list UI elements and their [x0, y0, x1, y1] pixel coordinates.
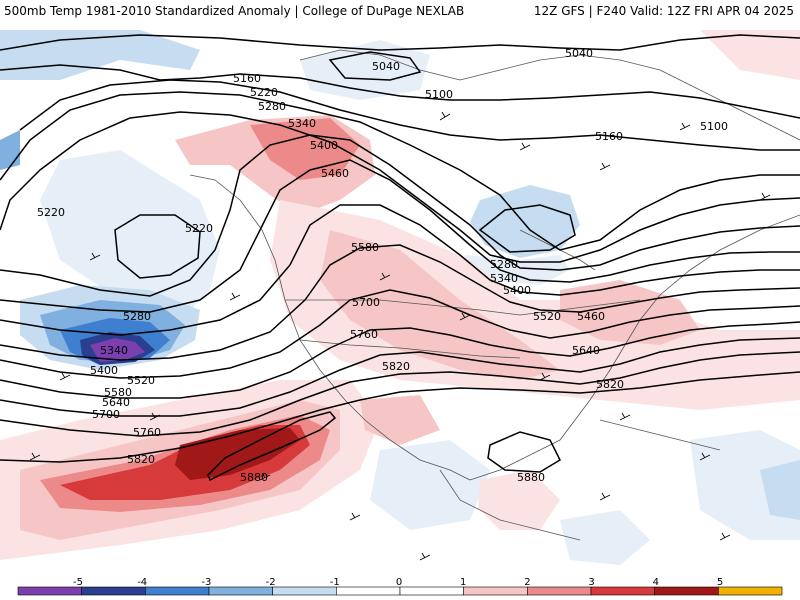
contour-labels: 5040 5040 5100 5100 5160 5160 5220 5220 … [37, 47, 728, 484]
contour-label: 5400 [90, 364, 118, 377]
contour-label: 5520 [127, 374, 155, 387]
anomaly-map: 5040 5040 5100 5100 5160 5160 5220 5220 … [0, 22, 800, 576]
contour-label: 5460 [321, 167, 349, 180]
colorbar-segment [272, 586, 337, 596]
contour-label: 5040 [372, 60, 400, 73]
contour-label: 5340 [288, 117, 316, 130]
contour-label: 5880 [240, 471, 268, 484]
contour-label: 5280 [258, 100, 286, 113]
colorbar-segment [208, 586, 273, 596]
contour-label: 5340 [490, 272, 518, 285]
contour-label: 5160 [233, 72, 261, 85]
contour-label: 5460 [577, 310, 605, 323]
colorbar-segments [17, 586, 783, 596]
colorbar-segment [718, 586, 783, 596]
contour-label: 5820 [596, 378, 624, 391]
contour-label: 5760 [133, 426, 161, 439]
colorbar-tick-label: 5 [717, 577, 723, 588]
header-bar: 500mb Temp 1981-2010 Standardized Anomal… [0, 0, 800, 22]
contour-label: 5580 [104, 386, 132, 399]
colorbar-tick-label: -1 [330, 577, 340, 588]
product-title: 500mb Temp 1981-2010 Standardized Anomal… [4, 4, 465, 18]
colorbar-tick-label: 2 [524, 577, 530, 588]
contour-label: 5640 [572, 344, 600, 357]
colorbar-segment [527, 586, 592, 596]
colorbar-segment [463, 586, 528, 596]
contour-label: 5400 [310, 139, 338, 152]
contour-label: 5220 [250, 86, 278, 99]
colorbar-tick-label: -4 [137, 577, 147, 588]
contour-label: 5880 [517, 471, 545, 484]
contour-label: 5340 [100, 344, 128, 357]
contour-label: 5400 [503, 284, 531, 297]
geographic-outlines [189, 49, 800, 541]
color-scale-bar: -5 -4 -3 -2 -1 0 1 2 3 4 5 [0, 576, 800, 600]
contour-label: 5520 [533, 310, 561, 323]
colorbar-tick-label: 4 [653, 577, 659, 588]
model-run-info: 12Z GFS | F240 Valid: 12Z FRI APR 04 202… [533, 4, 794, 18]
colorbar-segment [590, 586, 655, 596]
colorbar-tick-label: 3 [588, 577, 594, 588]
contour-label: 5820 [127, 453, 155, 466]
colorbar-segment [654, 586, 719, 596]
contour-label: 5160 [595, 130, 623, 143]
contour-label: 5700 [352, 296, 380, 309]
contour-label: 5100 [700, 120, 728, 133]
contour-label: 5820 [382, 360, 410, 373]
contour-label: 5220 [185, 222, 213, 235]
colorbar-segment [399, 586, 464, 596]
colorbar-tick-label: -2 [266, 577, 276, 588]
contour-label: 5100 [425, 88, 453, 101]
contour-label: 5040 [565, 47, 593, 60]
contour-label: 5700 [92, 408, 120, 421]
height-contours [0, 34, 800, 482]
colorbar-tick-label: -5 [73, 577, 83, 588]
colorbar-segment [336, 586, 401, 596]
contour-label: 5220 [37, 206, 65, 219]
colorbar-segment [145, 586, 210, 596]
contour-label: 5280 [490, 258, 518, 271]
contour-label: 5580 [351, 241, 379, 254]
colorbar-tick-labels: -5 -4 -3 -2 -1 0 1 2 3 4 5 [73, 577, 723, 588]
contour-label: 5760 [350, 328, 378, 341]
contour-label: 5280 [123, 310, 151, 323]
colorbar-tick-label: 1 [460, 577, 466, 588]
colorbar-tick-label: 0 [396, 577, 402, 588]
colorbar-segment [17, 586, 82, 596]
colorbar-segment [81, 586, 146, 596]
wind-barbs [29, 111, 771, 561]
warm-anomaly-shading [0, 30, 800, 560]
cold-anomaly-shading [0, 30, 800, 565]
contour-label: 5640 [102, 396, 130, 409]
colorbar-tick-label: -3 [201, 577, 211, 588]
